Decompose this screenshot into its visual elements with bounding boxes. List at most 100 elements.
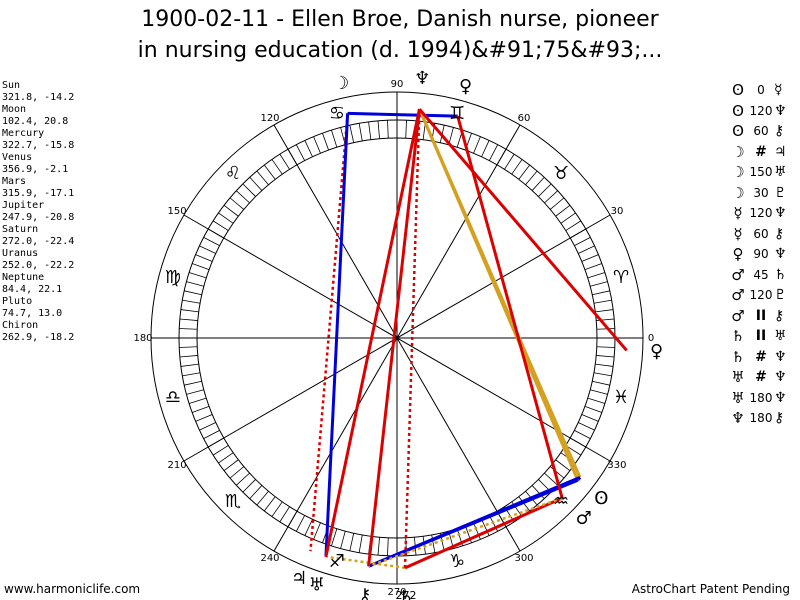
planet-name-sun: Sun — [2, 80, 21, 91]
degree-tick — [249, 177, 263, 191]
website-link[interactable]: www.harmoniclife.com — [4, 582, 141, 596]
planet-coords-moon: 102.4, 20.8 — [2, 116, 69, 127]
planet-coords-saturn: 272.0, -22.4 — [2, 236, 75, 247]
degree-tick — [555, 204, 571, 217]
aspect-type: 150 — [749, 165, 773, 179]
degree-tick — [212, 445, 229, 456]
degree-tick — [481, 140, 490, 157]
degree-tick — [218, 452, 234, 464]
sign-virgo-icon: ♍ — [165, 267, 181, 288]
degree-tick — [180, 309, 199, 313]
aspect-planet-1: ʘ — [732, 122, 744, 140]
planet-coords-mars: 315.9, -17.1 — [2, 188, 75, 199]
degree-tick — [212, 220, 229, 231]
degree-tick — [581, 254, 599, 262]
aspect-type: # — [755, 143, 767, 160]
degree-tick — [279, 506, 290, 523]
degree-tick — [199, 245, 216, 254]
aspect-row: ♄ II ♅ — [728, 326, 794, 347]
degree-tick — [473, 522, 481, 540]
degree-tick — [340, 531, 346, 549]
degree-tick — [263, 496, 276, 512]
degree-tick — [179, 346, 198, 348]
aspect-planet-2: ♆ — [774, 389, 787, 406]
degree-tick — [549, 197, 565, 210]
aspect-type: 45 — [753, 267, 769, 282]
aspect-planet-2: ⚷ — [774, 410, 785, 426]
degree-tick — [279, 153, 290, 170]
aspect-planet-2: ♆ — [774, 102, 787, 119]
degree-tick — [256, 170, 269, 186]
aspect-type: 120 — [749, 288, 773, 302]
aspect-row: ♀ 90 ♆ — [728, 244, 794, 265]
aspect-row: ʘ 120 ♆ — [728, 101, 794, 122]
planet-name-mercury: Mercury — [2, 128, 45, 139]
degree-tick — [358, 534, 363, 553]
aspect-planet-1: ☽ — [731, 142, 745, 161]
aspect-planet-2: ⚷ — [774, 123, 785, 139]
neptune-icon: ♆ — [414, 68, 430, 89]
aspect-planet-2: ♆ — [774, 246, 787, 262]
degree-labels: 0 30 60 90 120 150 180 210 240 270 300 330 272273 — [133, 79, 654, 600]
degree-tick — [574, 429, 591, 440]
degree-tick — [218, 212, 234, 224]
degree-tick — [481, 519, 490, 536]
aspect-planet-1: ☽ — [731, 163, 745, 181]
aspect-line — [325, 555, 406, 570]
venus-top-icon: ♀ — [459, 76, 472, 97]
aspect-line — [309, 113, 349, 552]
planet-coords-pluto: 74.7, 13.0 — [2, 308, 63, 319]
aspect-planet-2: ♇ — [774, 184, 787, 201]
aspect-line — [324, 108, 421, 558]
degree-tick — [223, 204, 239, 217]
degree-tick — [377, 537, 380, 556]
aspect-type: 120 — [749, 103, 773, 118]
aspect-row: ♅ # ♆ — [728, 367, 794, 388]
moon-icon: ☽ — [333, 73, 349, 94]
aspect-planet-1: ♂ — [731, 286, 745, 304]
degree-tick — [549, 466, 565, 479]
degree-tick — [295, 515, 306, 532]
aspect-row: ʘ 0 ☿ — [728, 80, 794, 101]
degree-tick — [544, 190, 558, 204]
degree-tick — [555, 459, 571, 472]
aspect-line — [368, 496, 563, 568]
degree-tick — [596, 346, 615, 348]
degree-tick — [188, 397, 207, 404]
degree-tick — [578, 245, 595, 254]
planet-name-chiron: Chiron — [2, 320, 39, 331]
planet-name-neptune: Neptune — [2, 272, 45, 283]
aspect-planet-1: ♂ — [731, 265, 745, 284]
degree-label: 240 — [260, 553, 279, 564]
degree-tick — [179, 318, 198, 321]
planet-degree-label: 272 — [396, 589, 417, 600]
sign-scorpio-icon: ♏ — [225, 491, 241, 512]
degree-tick — [313, 136, 321, 154]
aspect-planet-1: ʘ — [732, 101, 744, 120]
degree-tick — [179, 355, 198, 358]
chiron-icon: ⚷ — [358, 585, 371, 600]
degree-tick — [377, 120, 380, 139]
saturn-icon: ♄ — [398, 587, 414, 600]
aspect-planet-2: ⚷ — [774, 307, 785, 324]
degree-tick — [186, 389, 204, 395]
degree-tick — [313, 522, 321, 540]
jupiter-icon: ♃ — [291, 568, 307, 589]
degree-tick — [256, 490, 269, 506]
degree-tick — [565, 220, 582, 231]
aspect-planet-2: ♅ — [774, 328, 787, 344]
degree-tick — [538, 183, 552, 197]
degree-tick — [596, 355, 615, 358]
aspect-type: II — [755, 307, 767, 324]
degree-tick — [271, 501, 283, 517]
degree-tick — [195, 414, 213, 422]
degree-tick — [368, 121, 372, 140]
degree-tick — [422, 536, 426, 555]
degree-tick — [322, 133, 329, 151]
aspect-planet-2: ♆ — [774, 348, 787, 365]
degree-tick — [560, 212, 576, 224]
aspect-type: # — [755, 348, 767, 365]
degree-tick — [488, 144, 499, 161]
aspect-line — [347, 111, 458, 118]
